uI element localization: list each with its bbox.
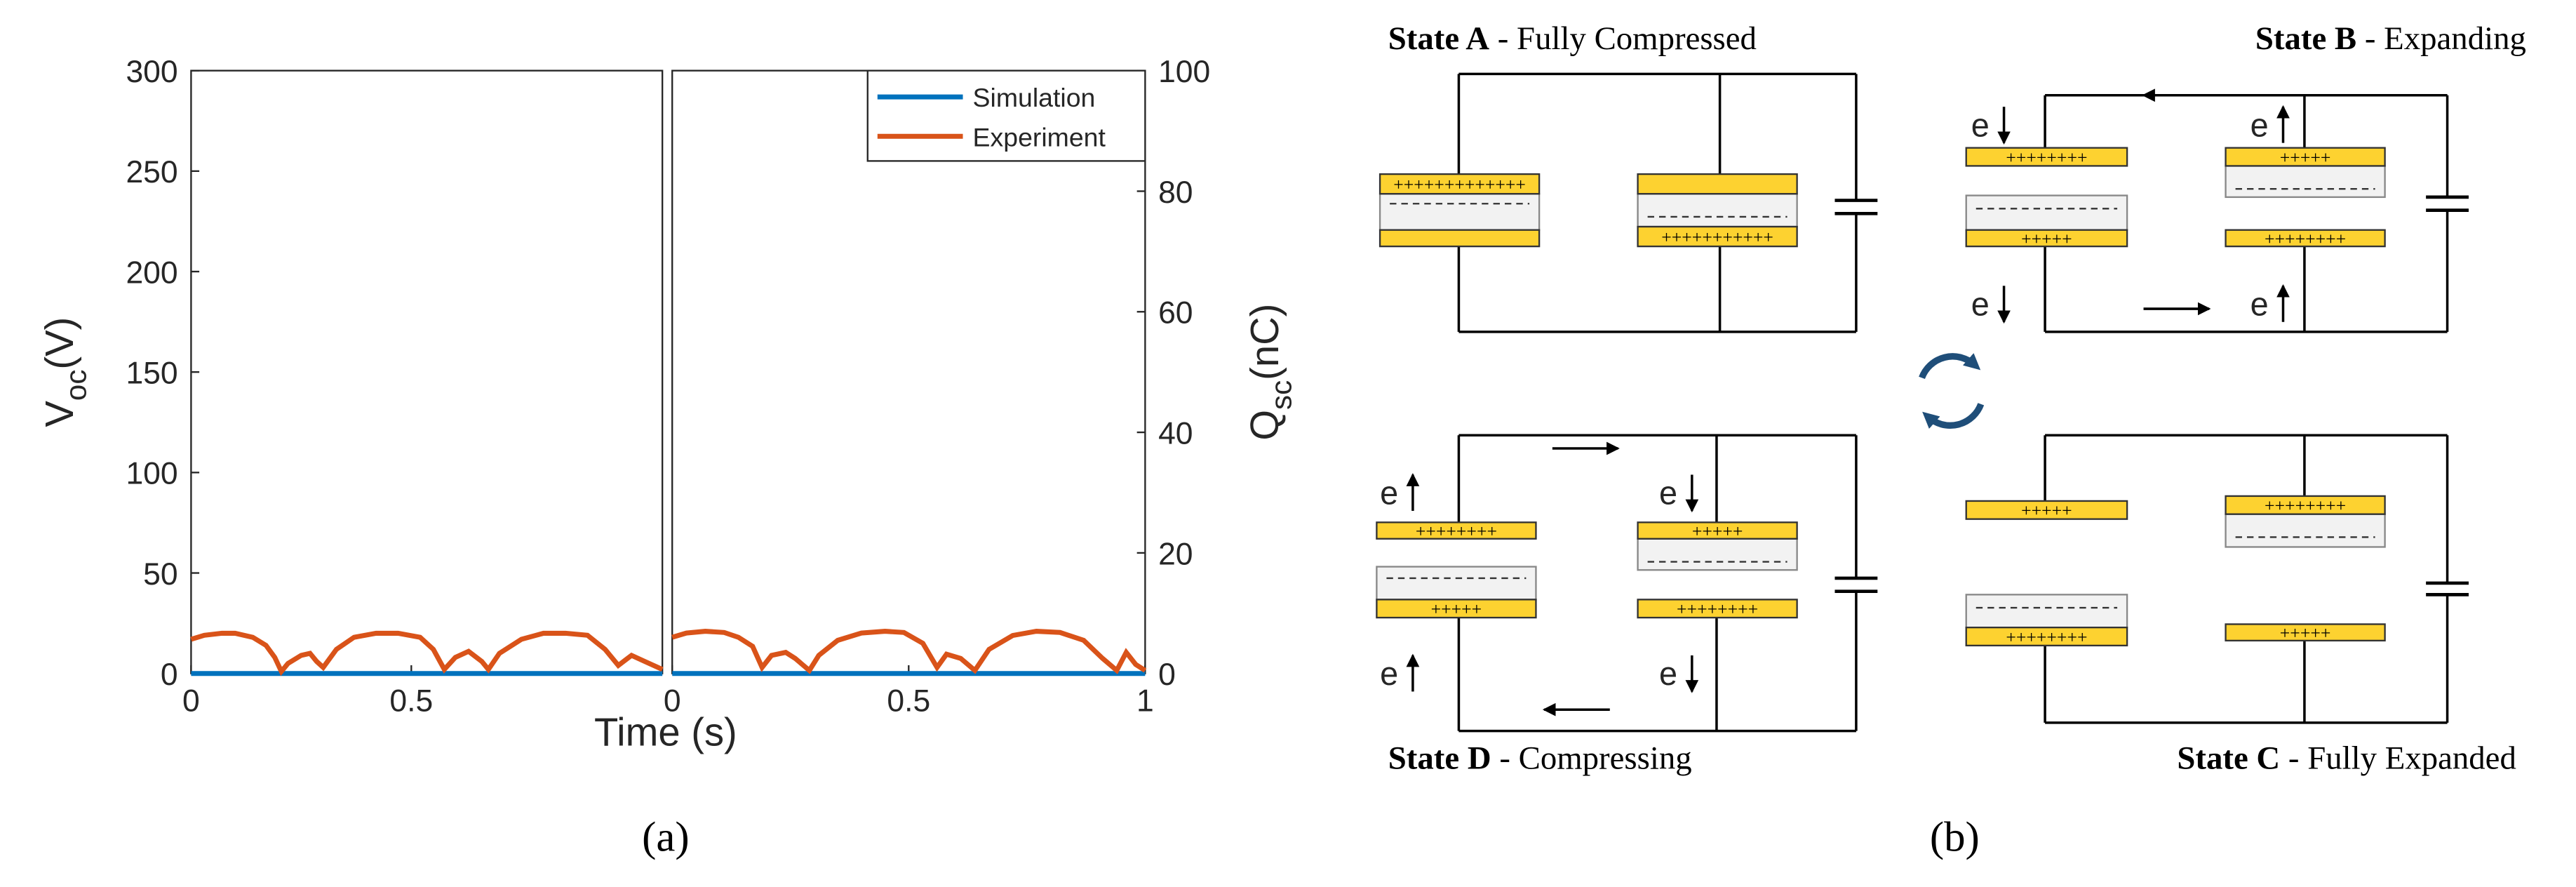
positive-charges: ++++++++: [2006, 147, 2087, 168]
state-title: State B- Expanding: [2255, 20, 2526, 57]
electrode: [1376, 521, 1537, 540]
electrode: [1965, 147, 2128, 167]
dielectric: [2225, 165, 2386, 199]
electron-label: e: [1380, 655, 1398, 692]
electron-label: e: [1971, 286, 1990, 322]
label-unit: (V): [37, 317, 81, 370]
y-tick-label: 250: [126, 155, 177, 189]
legend-label: Simulation: [973, 83, 1096, 112]
positive-charges: ++++++++: [1416, 521, 1497, 541]
electron-label: e: [1659, 655, 1677, 692]
y2-tick-label: 40: [1158, 416, 1193, 451]
electrode: [1378, 173, 1541, 195]
dielectric: [1965, 594, 2128, 629]
state-label: State C: [2177, 740, 2280, 776]
state-caption: - Compressing: [1499, 740, 1691, 776]
x-axis-label: Time (s): [594, 710, 737, 754]
dielectric: [2225, 513, 2386, 548]
x-tick-label: 0: [664, 684, 681, 719]
state-label: State D: [1388, 740, 1491, 776]
plot-frame: [671, 69, 1146, 674]
state-label: State B: [2255, 20, 2356, 57]
cycle-icon: [1919, 353, 1985, 429]
positive-charges: +++++: [2021, 500, 2072, 521]
electron-label: e: [2250, 286, 2269, 322]
label-unit: (nC): [1242, 304, 1287, 380]
dielectric: [1965, 194, 2128, 231]
positive-charges: +++++++++++: [1661, 227, 1773, 247]
positive-charges: +++++: [1692, 521, 1743, 541]
panel-label: (a): [642, 814, 690, 861]
positive-charges: +++++: [1431, 599, 1482, 620]
state-caption: - Fully Expanded: [2288, 740, 2516, 776]
y2-tick-label: 20: [1158, 537, 1193, 571]
electrode: [1965, 626, 2128, 647]
state-title: State A- Fully Compressed: [1388, 20, 1757, 57]
electrode: [1378, 229, 1541, 248]
y2-tick-label: 100: [1158, 55, 1210, 89]
positive-charges: +++++: [2280, 147, 2331, 168]
electron-label: e: [1659, 475, 1677, 512]
y-axis-label: Qsc(nC): [1242, 304, 1298, 441]
electron-label: e: [1971, 107, 1990, 143]
y-tick-label: 0: [161, 658, 178, 692]
electrode: [1637, 173, 1798, 195]
electrode: [1637, 225, 1798, 248]
electrode: [1637, 521, 1798, 540]
dielectric: [1376, 566, 1537, 601]
electrode: [1965, 229, 2128, 248]
positive-charges: +++++++++++++: [1393, 175, 1526, 195]
electrode: [2225, 495, 2386, 515]
positive-charges: ++++++++: [2265, 495, 2346, 516]
dielectric: [1637, 193, 1798, 228]
state-title: State C- Fully Expanded: [2177, 740, 2516, 776]
legend-label: Experiment: [973, 122, 1106, 152]
positive-charges: +++++: [2280, 623, 2331, 643]
positive-charges: +++++: [2021, 229, 2072, 249]
state-title: State D- Compressing: [1388, 740, 1692, 776]
x-tick-label: 0.5: [389, 684, 433, 719]
electrode: [1965, 500, 2128, 520]
x-tick-label: 1: [1136, 684, 1154, 719]
positive-charges: ++++++++: [2006, 627, 2087, 647]
y2-tick-label: 80: [1158, 175, 1193, 210]
electrode: [2225, 623, 2386, 642]
panel-label: (b): [1930, 814, 1980, 861]
y-tick-label: 150: [126, 356, 177, 391]
electrode: [2225, 229, 2386, 248]
label-symbol: V: [37, 401, 81, 427]
x-tick-label: 0.5: [887, 684, 930, 719]
y-axis-label: Voc(V): [37, 317, 93, 427]
y-tick-label: 200: [126, 255, 177, 290]
y2-tick-label: 60: [1158, 296, 1193, 331]
y2-tick-label: 0: [1158, 658, 1176, 692]
x-tick-label: 0: [182, 684, 200, 719]
electron-label: e: [2250, 107, 2269, 143]
electron-label: e: [1380, 475, 1398, 512]
positive-charges: ++++++++: [1677, 599, 1758, 620]
state-caption: - Expanding: [2365, 20, 2526, 57]
state-caption: - Fully Compressed: [1498, 20, 1757, 57]
positive-charges: ++++++++: [2265, 229, 2346, 249]
legend-box: [866, 69, 1146, 162]
data-line: [671, 629, 1147, 674]
label-symbol: Q: [1242, 410, 1287, 441]
data-line: [190, 630, 664, 676]
state-label: State A: [1388, 20, 1489, 57]
electrode: [1376, 599, 1537, 619]
label-subscript: sc: [1265, 380, 1298, 410]
dielectric: [1637, 538, 1798, 571]
plot-frame: [190, 69, 664, 674]
y-tick-label: 100: [126, 457, 177, 491]
electrode: [2225, 147, 2386, 167]
y-tick-label: 50: [143, 557, 177, 592]
dielectric: [1378, 193, 1541, 231]
electrode: [1637, 599, 1798, 619]
label-subscript: oc: [60, 370, 93, 401]
y-tick-label: 300: [126, 55, 177, 89]
